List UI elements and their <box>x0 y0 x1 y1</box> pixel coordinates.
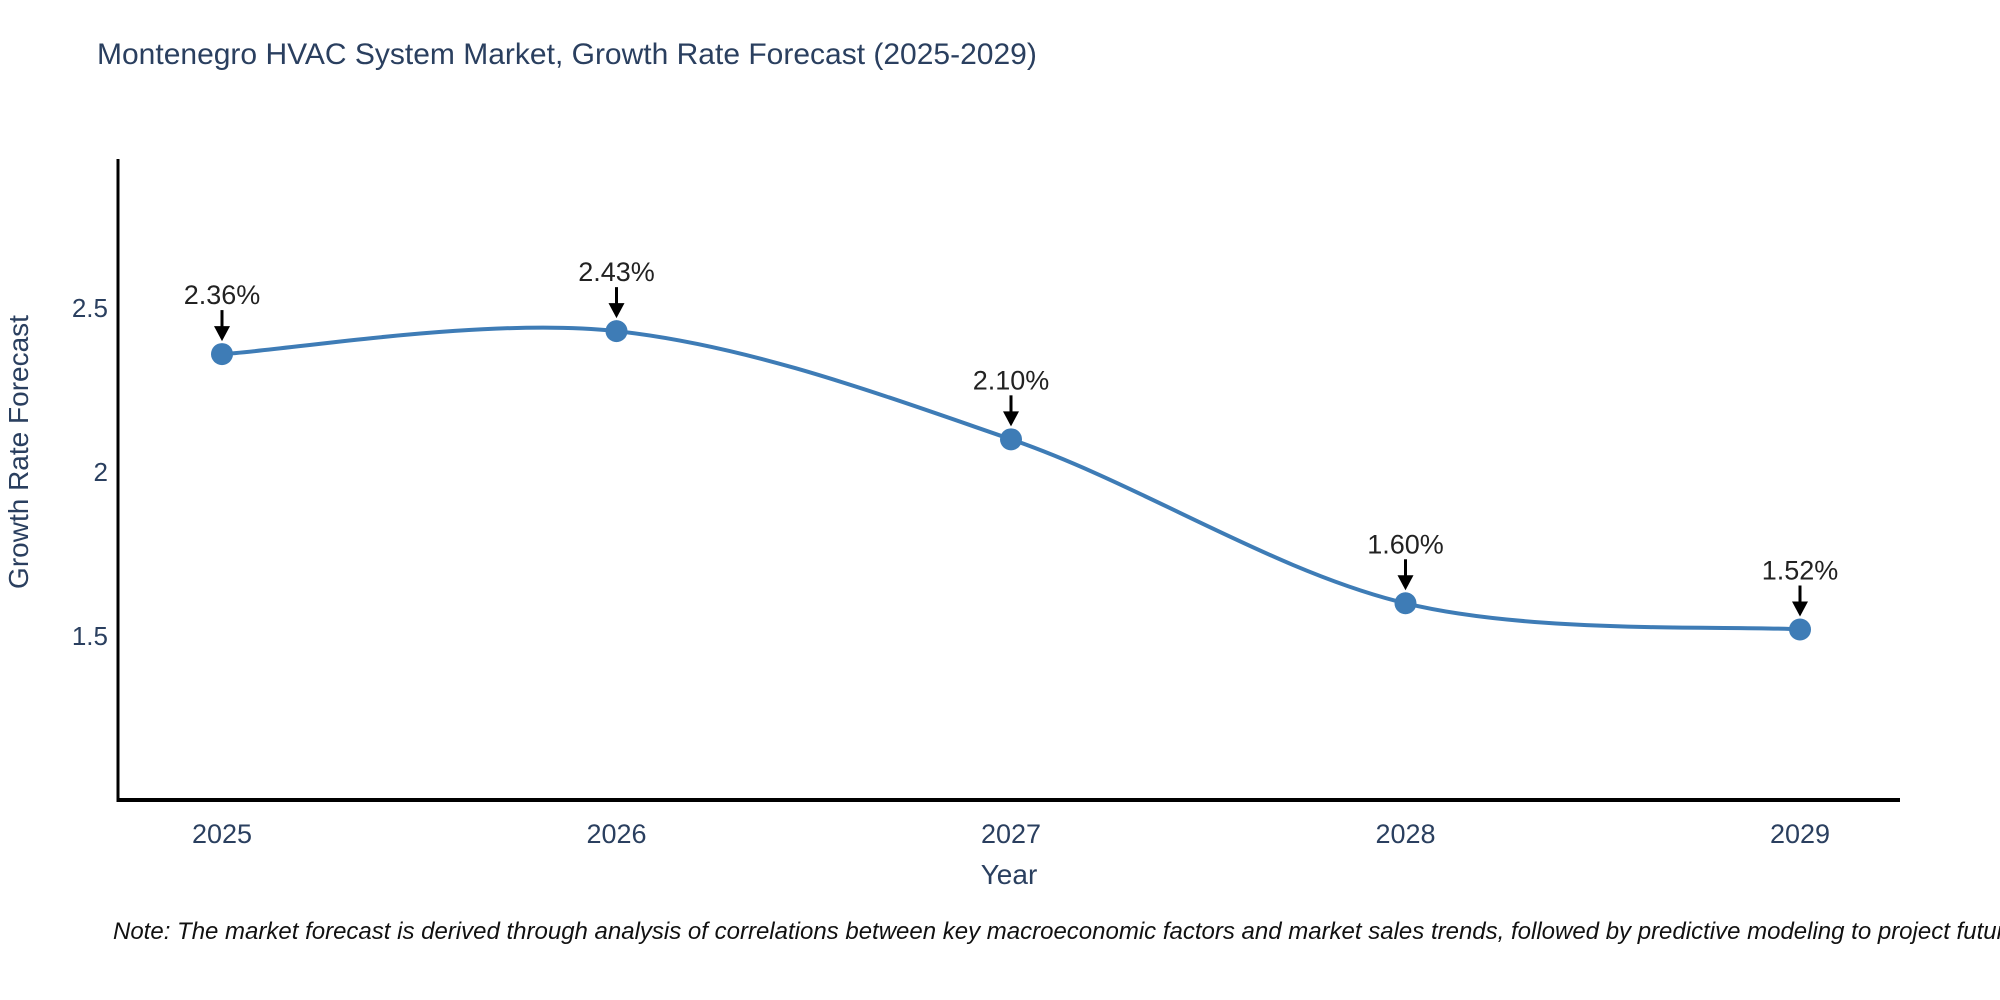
annotation-arrowhead <box>608 303 625 319</box>
point-annotation-label: 2.43% <box>578 257 655 287</box>
x-tick-label: 2026 <box>586 819 646 849</box>
x-axis-title: Year <box>981 859 1038 890</box>
y-tick-label: 1.5 <box>72 621 108 651</box>
markers-group <box>211 320 1811 641</box>
x-tick-label: 2029 <box>1770 819 1830 849</box>
y-tick-labels: 1.5 2 2.5 <box>72 293 108 651</box>
y-axis-title: Growth Rate Forecast <box>3 315 34 589</box>
annotation-arrowhead <box>1792 601 1808 617</box>
annotation-arrowhead <box>1003 411 1019 427</box>
point-annotation-label: 1.60% <box>1367 529 1444 559</box>
x-tick-label: 2025 <box>192 819 252 849</box>
point-annotation: 2.10% <box>973 365 1050 427</box>
point-annotation-label: 2.10% <box>973 365 1050 395</box>
x-tick-labels: 2025 2026 2027 2028 2029 <box>192 819 1830 849</box>
x-tick-label: 2028 <box>1375 819 1435 849</box>
data-point-marker <box>1394 592 1417 615</box>
y-tick-label: 2.5 <box>72 293 108 323</box>
annotations-group: 2.36% 2.43% 2.10% 1.60% 1.52% <box>184 257 1839 617</box>
footnote: Note: The market forecast is derived thr… <box>113 918 2000 945</box>
point-annotation: 1.60% <box>1367 529 1444 591</box>
point-annotation: 1.52% <box>1762 556 1839 617</box>
x-tick-label: 2027 <box>981 819 1041 849</box>
point-annotation-label: 2.36% <box>184 280 261 310</box>
annotation-arrowhead <box>214 326 230 342</box>
data-point-marker <box>1789 618 1811 641</box>
data-point-marker <box>605 320 628 343</box>
point-annotation: 2.36% <box>184 280 261 342</box>
y-tick-label: 2 <box>94 457 108 487</box>
chart-title: Montenegro HVAC System Market, Growth Ra… <box>97 38 1037 71</box>
point-annotation: 2.43% <box>578 257 655 319</box>
data-point-marker <box>211 343 233 366</box>
point-annotation-label: 1.52% <box>1762 556 1839 586</box>
annotation-arrowhead <box>1397 575 1414 591</box>
data-point-marker <box>1000 428 1022 451</box>
